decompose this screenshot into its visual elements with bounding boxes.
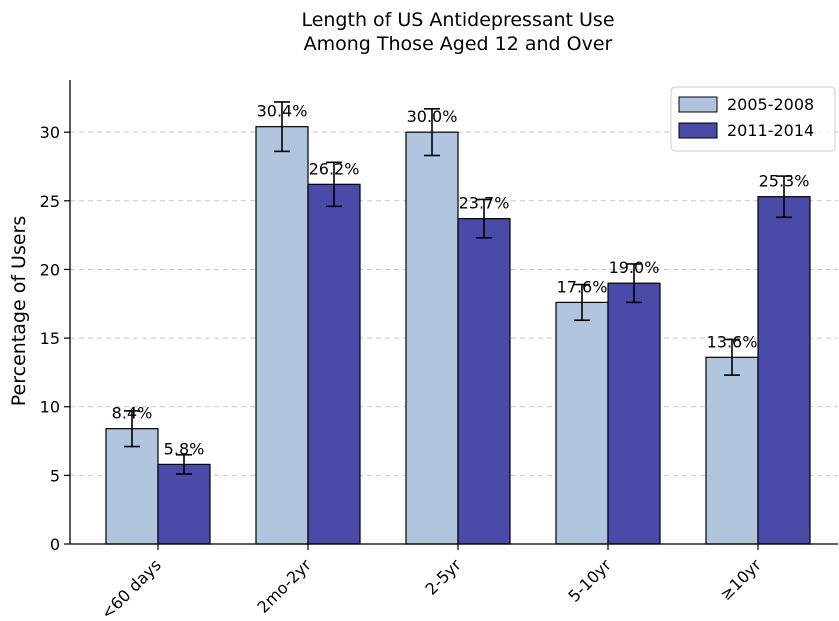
data-label: 23.7% (459, 194, 510, 213)
data-label: 13.6% (707, 332, 758, 351)
x-tick-label: 2-5yr (422, 555, 466, 599)
bar (405, 131, 459, 545)
y-tick-label: 5 (50, 466, 60, 485)
y-axis-label: Percentage of Users (8, 216, 30, 406)
y-tick-label: 10 (40, 398, 60, 417)
data-label: 30.0% (407, 107, 458, 126)
legend-label: 2005-2008 (727, 95, 814, 114)
x-tick-label: 5-10yr (564, 555, 615, 606)
legend-swatch (678, 96, 718, 113)
data-label: 26.2% (309, 159, 360, 178)
y-tick-label: 30 (40, 123, 60, 142)
data-label: 17.6% (557, 277, 608, 296)
data-label: 5.8% (164, 439, 205, 458)
chart-title-line-2: Among Those Aged 12 and Over (304, 33, 613, 55)
y-tick-label: 25 (40, 192, 60, 211)
data-label: 19.0% (609, 258, 660, 277)
x-ticks: <60 days 2mo-2yr 2-5yr 5-10yr ≥10yr (97, 544, 765, 621)
legend-swatch (678, 122, 718, 139)
y-tick-label: 20 (40, 260, 60, 279)
data-label: 30.4% (257, 102, 308, 121)
bar (307, 183, 361, 545)
axes (69, 80, 838, 545)
bars (105, 126, 811, 545)
error-bars (124, 101, 792, 475)
x-tick-label: ≥10yr (716, 555, 765, 604)
y-ticks: 0 5 10 15 20 25 30 (40, 123, 70, 554)
y-tick-label: 0 (50, 535, 60, 554)
bar (555, 301, 609, 545)
bar (255, 126, 309, 545)
chart-title-line-1: Length of US Antidepressant Use (301, 9, 614, 31)
x-tick-label: <60 days (97, 555, 165, 621)
y-tick-label: 15 (40, 329, 60, 348)
bar (457, 218, 511, 545)
bar (607, 282, 661, 545)
data-labels: 8.4% 5.8% 30.4% 26.2% 30.0% 23.7% 17.6%19.0% 13… (112, 102, 810, 459)
bar (757, 196, 811, 545)
bar (157, 463, 211, 545)
x-tick-label: 2mo-2yr (253, 555, 315, 617)
legend-label: 2011-2014 (727, 121, 814, 140)
data-label: 8.4% (112, 404, 153, 423)
bar (105, 428, 159, 545)
data-label: 25.3% (759, 172, 810, 191)
bar (705, 356, 759, 545)
legend: 2005-2008 2011-2014 (670, 86, 836, 152)
